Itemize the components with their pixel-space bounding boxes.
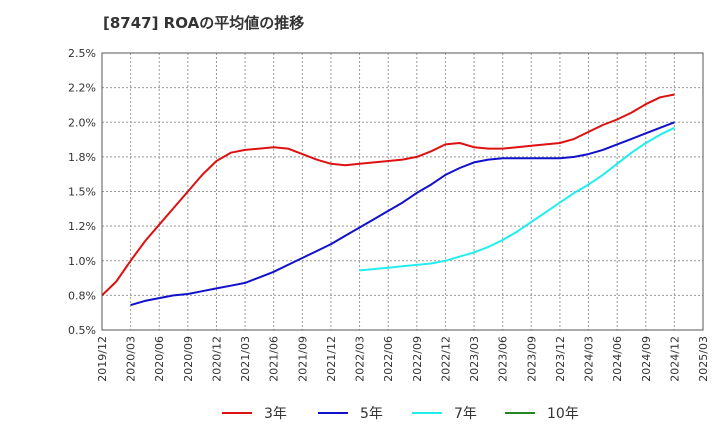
x-tick-label: 2020/06 bbox=[153, 336, 166, 382]
x-tick-label: 2020/09 bbox=[182, 336, 195, 382]
x-tick-label: 2021/03 bbox=[239, 336, 252, 382]
x-tick-label: 2021/09 bbox=[296, 336, 309, 382]
x-tick-label: 2019/12 bbox=[96, 336, 109, 382]
x-tick-label: 2024/12 bbox=[668, 336, 681, 382]
x-tick-label: 2023/06 bbox=[497, 336, 510, 382]
x-tick-label: 2024/09 bbox=[640, 336, 653, 382]
series-line-7年 bbox=[359, 126, 675, 272]
x-tick-label: 2021/06 bbox=[268, 336, 281, 382]
x-tick-label: 2022/03 bbox=[354, 336, 367, 382]
y-tick-label: 1.2% bbox=[68, 220, 96, 233]
y-axis-ticks: 2.5% 2.2% 2.0% 1.8% 1.5% 1.2% 1.0% 0.8% 0.5% bbox=[68, 47, 96, 337]
series-lines bbox=[101, 93, 675, 307]
chart-title: [8747] ROAの平均値の推移 bbox=[103, 14, 305, 32]
y-tick-label: 2.5% bbox=[68, 47, 96, 60]
x-tick-label: 2021/12 bbox=[325, 336, 338, 382]
x-axis-ticks: 2019/12 2020/03 2020/06 2020/09 2020/12 2021/… bbox=[96, 336, 710, 382]
x-tick-label: 2020/12 bbox=[210, 336, 223, 382]
series-line-5年 bbox=[130, 121, 675, 307]
x-tick-label: 2022/09 bbox=[411, 336, 424, 382]
x-tick-label: 2023/09 bbox=[525, 336, 538, 382]
x-tick-label: 2024/06 bbox=[611, 336, 624, 382]
legend-label: 10年 bbox=[547, 406, 579, 422]
legend: 3年 5年 7年 10年 bbox=[222, 406, 579, 422]
legend-label: 3年 bbox=[264, 406, 287, 422]
y-tick-label: 0.8% bbox=[68, 289, 96, 302]
grid bbox=[102, 53, 703, 330]
y-tick-label: 1.0% bbox=[68, 255, 96, 268]
x-tick-label: 2024/03 bbox=[583, 336, 596, 382]
legend-label: 7年 bbox=[454, 406, 477, 422]
x-tick-label: 2025/03 bbox=[697, 336, 710, 382]
x-tick-label: 2020/03 bbox=[125, 336, 138, 382]
plot-frame bbox=[101, 52, 704, 331]
y-tick-label: 1.5% bbox=[68, 186, 96, 199]
x-tick-label: 2023/12 bbox=[554, 336, 567, 382]
legend-label: 5年 bbox=[360, 406, 383, 422]
y-tick-label: 0.5% bbox=[68, 324, 96, 337]
y-tick-label: 2.0% bbox=[68, 116, 96, 129]
y-tick-label: 1.8% bbox=[68, 151, 96, 164]
x-tick-label: 2022/06 bbox=[382, 336, 395, 382]
x-tick-label: 2023/03 bbox=[468, 336, 481, 382]
x-tick-label: 2022/12 bbox=[439, 336, 452, 382]
series-line-3年 bbox=[101, 93, 675, 297]
y-tick-label: 2.2% bbox=[68, 82, 96, 95]
